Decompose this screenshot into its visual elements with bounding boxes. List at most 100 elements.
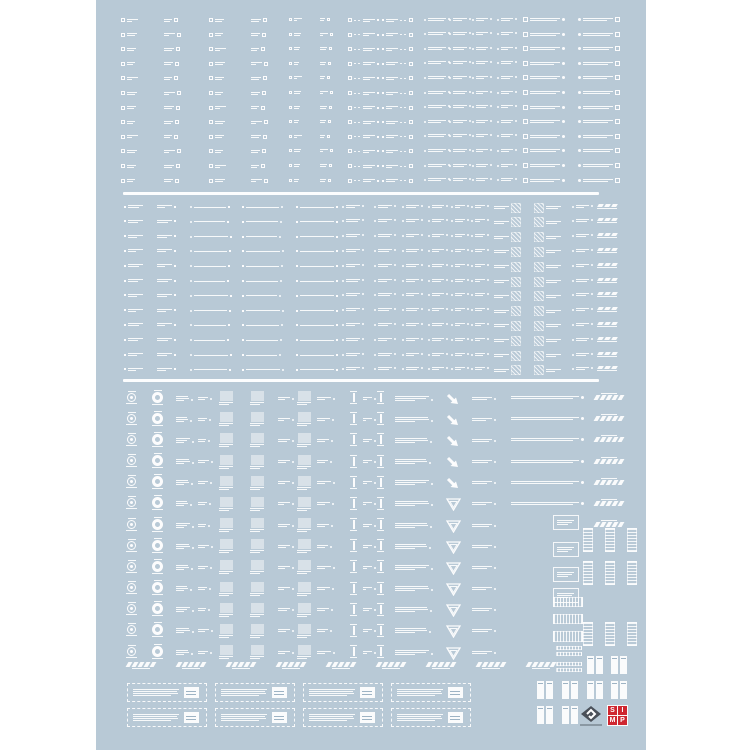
caution-decal [251, 120, 268, 125]
mark [446, 352, 448, 355]
microtext-lines [198, 544, 209, 548]
microtext-lines [475, 322, 485, 326]
microtext-lines [164, 120, 173, 124]
mark [329, 47, 332, 51]
mark [430, 610, 432, 613]
microtext-line [221, 695, 259, 696]
mark [578, 61, 581, 65]
mark [610, 262, 618, 266]
microtext-line [221, 716, 265, 717]
text-label-box [553, 542, 579, 557]
microtext-line [317, 567, 325, 569]
caution-decal [320, 149, 333, 153]
mark [210, 651, 212, 654]
ring-decal [152, 601, 163, 617]
microtext-line [126, 466, 137, 467]
microtext-line [350, 560, 357, 562]
microtext-line [127, 18, 138, 20]
mark [242, 280, 244, 282]
white-panel-pair [562, 706, 578, 724]
microtext-lines [476, 119, 488, 123]
microtext-line [475, 236, 483, 238]
microtext-line [576, 337, 589, 339]
microtext-lines [215, 76, 224, 80]
microtext-line [317, 504, 325, 506]
microtext-line [378, 369, 389, 371]
microtext-line [215, 20, 222, 22]
microtext-lines [511, 396, 579, 399]
roundel-decal [126, 559, 137, 573]
microtext-line [453, 163, 467, 165]
mark [175, 61, 179, 66]
microtext-line [472, 438, 492, 440]
mark [596, 366, 604, 370]
caution-decal [374, 337, 396, 341]
microtext-line [246, 206, 279, 208]
microtext-line [576, 324, 584, 326]
mark [354, 136, 361, 138]
microtext-lines [198, 396, 208, 400]
mark [289, 61, 292, 65]
microtext-line [501, 17, 513, 19]
caution-decal [289, 134, 302, 138]
microtext-lines [363, 438, 372, 442]
stripe-marks [596, 307, 618, 311]
mark [191, 398, 193, 401]
mark [174, 220, 176, 223]
microtext-line [428, 178, 446, 180]
microtext-line [472, 544, 492, 546]
microtext-line [363, 149, 375, 151]
mark [490, 178, 492, 181]
caution-decal [251, 164, 265, 168]
mark [471, 338, 473, 341]
microtext-line [597, 266, 617, 268]
microtext-line [346, 278, 360, 280]
microtext-lines [297, 571, 311, 575]
mark [333, 397, 335, 400]
mark [499, 662, 507, 667]
caution-decal [494, 365, 521, 376]
microtext-lines [127, 91, 137, 95]
microtext-lines [576, 234, 589, 238]
microtext-line [406, 295, 414, 297]
mark [578, 120, 581, 124]
mark [428, 220, 430, 223]
mark [467, 352, 469, 355]
caution-decal [472, 544, 496, 548]
microtext-line [250, 402, 264, 403]
microtext-line [395, 568, 415, 570]
microtext-line [475, 280, 480, 282]
mark [379, 477, 382, 487]
mark [451, 338, 453, 341]
microtext-lines [386, 179, 398, 183]
microtext-line [557, 524, 568, 525]
microtext-lines [453, 75, 467, 79]
microtext-line [475, 308, 485, 310]
mark [280, 339, 282, 342]
microtext-line [152, 467, 163, 468]
microtext-lines [198, 629, 209, 633]
roundel-decal [126, 411, 137, 425]
microtext-line [215, 108, 220, 110]
mark [296, 324, 298, 327]
mark [354, 92, 361, 94]
microtext-line [219, 573, 229, 575]
mark [578, 164, 581, 167]
microtext-line [428, 19, 444, 21]
microtext-line [152, 530, 163, 532]
microtext-line [128, 266, 139, 268]
microtext-line [378, 236, 390, 238]
microtext-lines [164, 33, 175, 37]
caution-decal [124, 219, 143, 223]
microtext-line [126, 614, 137, 616]
mark [328, 120, 331, 124]
mark [515, 105, 517, 108]
mark [289, 178, 292, 182]
microtext-line [176, 501, 187, 503]
microtext-line [251, 78, 259, 80]
microtext-line [127, 47, 136, 49]
microtext-lines [215, 135, 224, 139]
bar-decal [377, 560, 384, 574]
mark [497, 62, 499, 65]
microtext-lines [432, 219, 444, 223]
